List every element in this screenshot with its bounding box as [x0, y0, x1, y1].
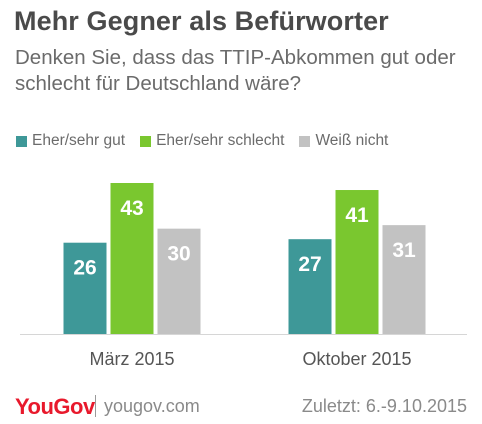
legend-label-unknown: Weiß nicht [315, 132, 389, 149]
legend-swatch-unknown [299, 135, 311, 147]
chart-subtitle: Denken Sie, dass das TTIP-Abkommen gut o… [15, 46, 456, 95]
x-tick-label-2: Oktober 2015 [302, 349, 411, 369]
legend-swatch-good [16, 135, 27, 147]
bar-1-bad [110, 183, 154, 334]
bar-1-unknown [157, 228, 201, 334]
footer-website: yougov.com [104, 396, 200, 416]
data-label-1-unknown: 30 [167, 243, 190, 266]
footer-divider [95, 395, 96, 417]
chart-legend: Eher/sehr gut Eher/sehr schlecht Weiß ni… [16, 130, 403, 152]
bar-2-good [288, 239, 332, 334]
data-label-1-good: 26 [73, 257, 96, 280]
data-label-1-bad: 43 [120, 197, 143, 220]
data-label-2-bad: 41 [345, 204, 369, 227]
legend-label-good: Eher/sehr gut [32, 132, 126, 149]
yougov-logo: YouGov [15, 394, 95, 419]
x-tick-label-1: März 2015 [89, 349, 174, 369]
bar-1-good [63, 242, 107, 334]
footer-date: Zuletzt: 6.-9.10.2015 [301, 396, 467, 416]
bar-2-unknown [382, 225, 426, 334]
legend-item-unknown: Weiß nicht [299, 132, 388, 150]
data-label-2-unknown: 31 [392, 239, 416, 262]
legend-item-bad: Eher/sehr schlecht [140, 132, 284, 150]
bar-2-bad [335, 190, 379, 334]
legend-label-bad: Eher/sehr schlecht [156, 132, 285, 149]
legend-swatch-bad [140, 135, 152, 147]
chart-title: Mehr Gegner als Befürworter [14, 6, 389, 36]
legend-item-good: Eher/sehr gut [16, 132, 125, 150]
data-label-2-good: 27 [298, 253, 321, 276]
